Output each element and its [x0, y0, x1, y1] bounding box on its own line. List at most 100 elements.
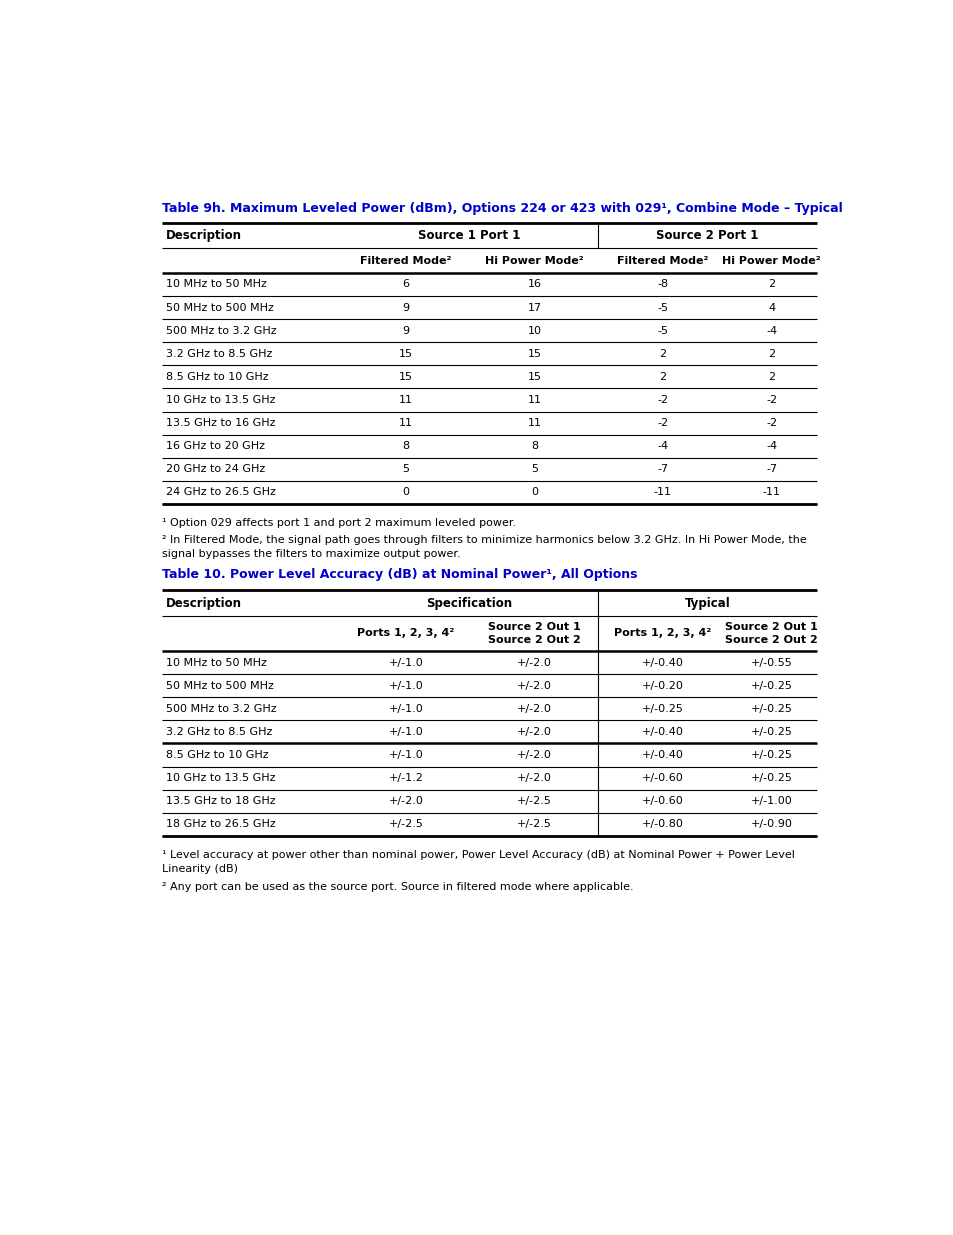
Text: +/-0.25: +/-0.25 — [641, 704, 682, 714]
Text: Specification: Specification — [425, 597, 512, 610]
Text: 15: 15 — [398, 348, 413, 359]
Text: 24 GHz to 26.5 GHz: 24 GHz to 26.5 GHz — [166, 488, 275, 498]
Text: +/-2.0: +/-2.0 — [517, 750, 552, 760]
Text: 2: 2 — [767, 279, 775, 289]
Text: +/-0.55: +/-0.55 — [750, 657, 792, 668]
Text: 10: 10 — [527, 326, 541, 336]
Text: Source 2 Out 1
Source 2 Out 2: Source 2 Out 1 Source 2 Out 2 — [724, 622, 818, 645]
Text: +/-2.5: +/-2.5 — [517, 819, 552, 829]
Text: Table 10. Power Level Accuracy (dB) at Nominal Power¹, All Options: Table 10. Power Level Accuracy (dB) at N… — [162, 568, 637, 582]
Text: 50 MHz to 500 MHz: 50 MHz to 500 MHz — [166, 303, 274, 312]
Text: Description: Description — [166, 597, 241, 610]
Text: 18 GHz to 26.5 GHz: 18 GHz to 26.5 GHz — [166, 819, 275, 829]
Text: +/-1.0: +/-1.0 — [388, 657, 423, 668]
Text: 20 GHz to 24 GHz: 20 GHz to 24 GHz — [166, 464, 265, 474]
Text: Hi Power Mode²: Hi Power Mode² — [485, 256, 583, 266]
Text: -4: -4 — [765, 441, 777, 451]
Text: Typical: Typical — [684, 597, 730, 610]
Text: +/-0.25: +/-0.25 — [750, 704, 792, 714]
Text: +/-2.0: +/-2.0 — [517, 773, 552, 783]
Text: 15: 15 — [527, 348, 541, 359]
Text: 2: 2 — [767, 372, 775, 382]
Text: -2: -2 — [765, 395, 777, 405]
Text: Source 2 Port 1: Source 2 Port 1 — [656, 230, 758, 242]
Text: 13.5 GHz to 16 GHz: 13.5 GHz to 16 GHz — [166, 419, 275, 429]
Text: ² In Filtered Mode, the signal path goes through filters to minimize harmonics b: ² In Filtered Mode, the signal path goes… — [162, 535, 806, 545]
Text: 2: 2 — [659, 348, 665, 359]
Text: +/-2.5: +/-2.5 — [388, 819, 423, 829]
Text: 11: 11 — [527, 419, 541, 429]
Text: 8: 8 — [402, 441, 409, 451]
Text: -11: -11 — [653, 488, 671, 498]
Text: 8.5 GHz to 10 GHz: 8.5 GHz to 10 GHz — [166, 750, 268, 760]
Text: +/-0.40: +/-0.40 — [641, 657, 682, 668]
Text: -2: -2 — [657, 395, 667, 405]
Text: -5: -5 — [657, 326, 667, 336]
Text: 6: 6 — [402, 279, 409, 289]
Text: ² Any port can be used as the source port. Source in filtered mode where applica: ² Any port can be used as the source por… — [162, 882, 633, 892]
Text: 13.5 GHz to 18 GHz: 13.5 GHz to 18 GHz — [166, 797, 275, 806]
Text: +/-2.0: +/-2.0 — [517, 704, 552, 714]
Text: +/-1.0: +/-1.0 — [388, 727, 423, 737]
Text: 16 GHz to 20 GHz: 16 GHz to 20 GHz — [166, 441, 265, 451]
Text: ¹ Level accuracy at power other than nominal power, Power Level Accuracy (dB) at: ¹ Level accuracy at power other than nom… — [162, 850, 794, 860]
Text: Filtered Mode²: Filtered Mode² — [360, 256, 451, 266]
Text: 10 GHz to 13.5 GHz: 10 GHz to 13.5 GHz — [166, 773, 275, 783]
Text: 11: 11 — [398, 419, 413, 429]
Text: -11: -11 — [762, 488, 780, 498]
Text: +/-0.60: +/-0.60 — [641, 773, 682, 783]
Text: +/-1.0: +/-1.0 — [388, 750, 423, 760]
Text: Filtered Mode²: Filtered Mode² — [617, 256, 707, 266]
Text: +/-0.40: +/-0.40 — [641, 750, 682, 760]
Text: Hi Power Mode²: Hi Power Mode² — [721, 256, 821, 266]
Text: -4: -4 — [657, 441, 667, 451]
Text: +/-0.90: +/-0.90 — [750, 819, 792, 829]
Text: 10 GHz to 13.5 GHz: 10 GHz to 13.5 GHz — [166, 395, 275, 405]
Text: Table 9h. Maximum Leveled Power (dBm), Options 224 or 423 with 029¹, Combine Mod: Table 9h. Maximum Leveled Power (dBm), O… — [162, 201, 841, 215]
Text: 9: 9 — [402, 326, 409, 336]
Text: -5: -5 — [657, 303, 667, 312]
Text: 5: 5 — [531, 464, 537, 474]
Text: Description: Description — [166, 230, 241, 242]
Text: 50 MHz to 500 MHz: 50 MHz to 500 MHz — [166, 680, 274, 690]
Text: 3.2 GHz to 8.5 GHz: 3.2 GHz to 8.5 GHz — [166, 348, 272, 359]
Text: 2: 2 — [659, 372, 665, 382]
Text: 2: 2 — [767, 348, 775, 359]
Text: +/-0.60: +/-0.60 — [641, 797, 682, 806]
Text: +/-0.25: +/-0.25 — [750, 750, 792, 760]
Text: 500 MHz to 3.2 GHz: 500 MHz to 3.2 GHz — [166, 326, 276, 336]
Text: +/-0.40: +/-0.40 — [641, 727, 682, 737]
Text: signal bypasses the filters to maximize output power.: signal bypasses the filters to maximize … — [162, 548, 460, 558]
Text: +/-0.25: +/-0.25 — [750, 773, 792, 783]
Text: +/-2.0: +/-2.0 — [517, 680, 552, 690]
Text: 5: 5 — [402, 464, 409, 474]
Text: 11: 11 — [527, 395, 541, 405]
Text: 3.2 GHz to 8.5 GHz: 3.2 GHz to 8.5 GHz — [166, 727, 272, 737]
Text: 0: 0 — [531, 488, 537, 498]
Text: +/-2.5: +/-2.5 — [517, 797, 552, 806]
Text: +/-0.25: +/-0.25 — [750, 680, 792, 690]
Text: 10 MHz to 50 MHz: 10 MHz to 50 MHz — [166, 279, 266, 289]
Text: 0: 0 — [402, 488, 409, 498]
Text: +/-0.25: +/-0.25 — [750, 727, 792, 737]
Text: -7: -7 — [657, 464, 667, 474]
Text: 4: 4 — [767, 303, 775, 312]
Text: 16: 16 — [527, 279, 541, 289]
Text: Ports 1, 2, 3, 4²: Ports 1, 2, 3, 4² — [614, 629, 710, 638]
Text: -2: -2 — [765, 419, 777, 429]
Text: 8: 8 — [531, 441, 537, 451]
Text: +/-0.80: +/-0.80 — [641, 819, 682, 829]
Text: -8: -8 — [657, 279, 667, 289]
Text: 11: 11 — [398, 395, 413, 405]
Text: +/-1.0: +/-1.0 — [388, 680, 423, 690]
Text: 8.5 GHz to 10 GHz: 8.5 GHz to 10 GHz — [166, 372, 268, 382]
Text: 15: 15 — [527, 372, 541, 382]
Text: Ports 1, 2, 3, 4²: Ports 1, 2, 3, 4² — [357, 629, 455, 638]
Text: 17: 17 — [527, 303, 541, 312]
Text: +/-1.00: +/-1.00 — [750, 797, 792, 806]
Text: -2: -2 — [657, 419, 667, 429]
Text: -7: -7 — [765, 464, 777, 474]
Text: +/-0.20: +/-0.20 — [641, 680, 682, 690]
Text: Source 2 Out 1
Source 2 Out 2: Source 2 Out 1 Source 2 Out 2 — [488, 622, 580, 645]
Text: Linearity (dB): Linearity (dB) — [162, 863, 237, 873]
